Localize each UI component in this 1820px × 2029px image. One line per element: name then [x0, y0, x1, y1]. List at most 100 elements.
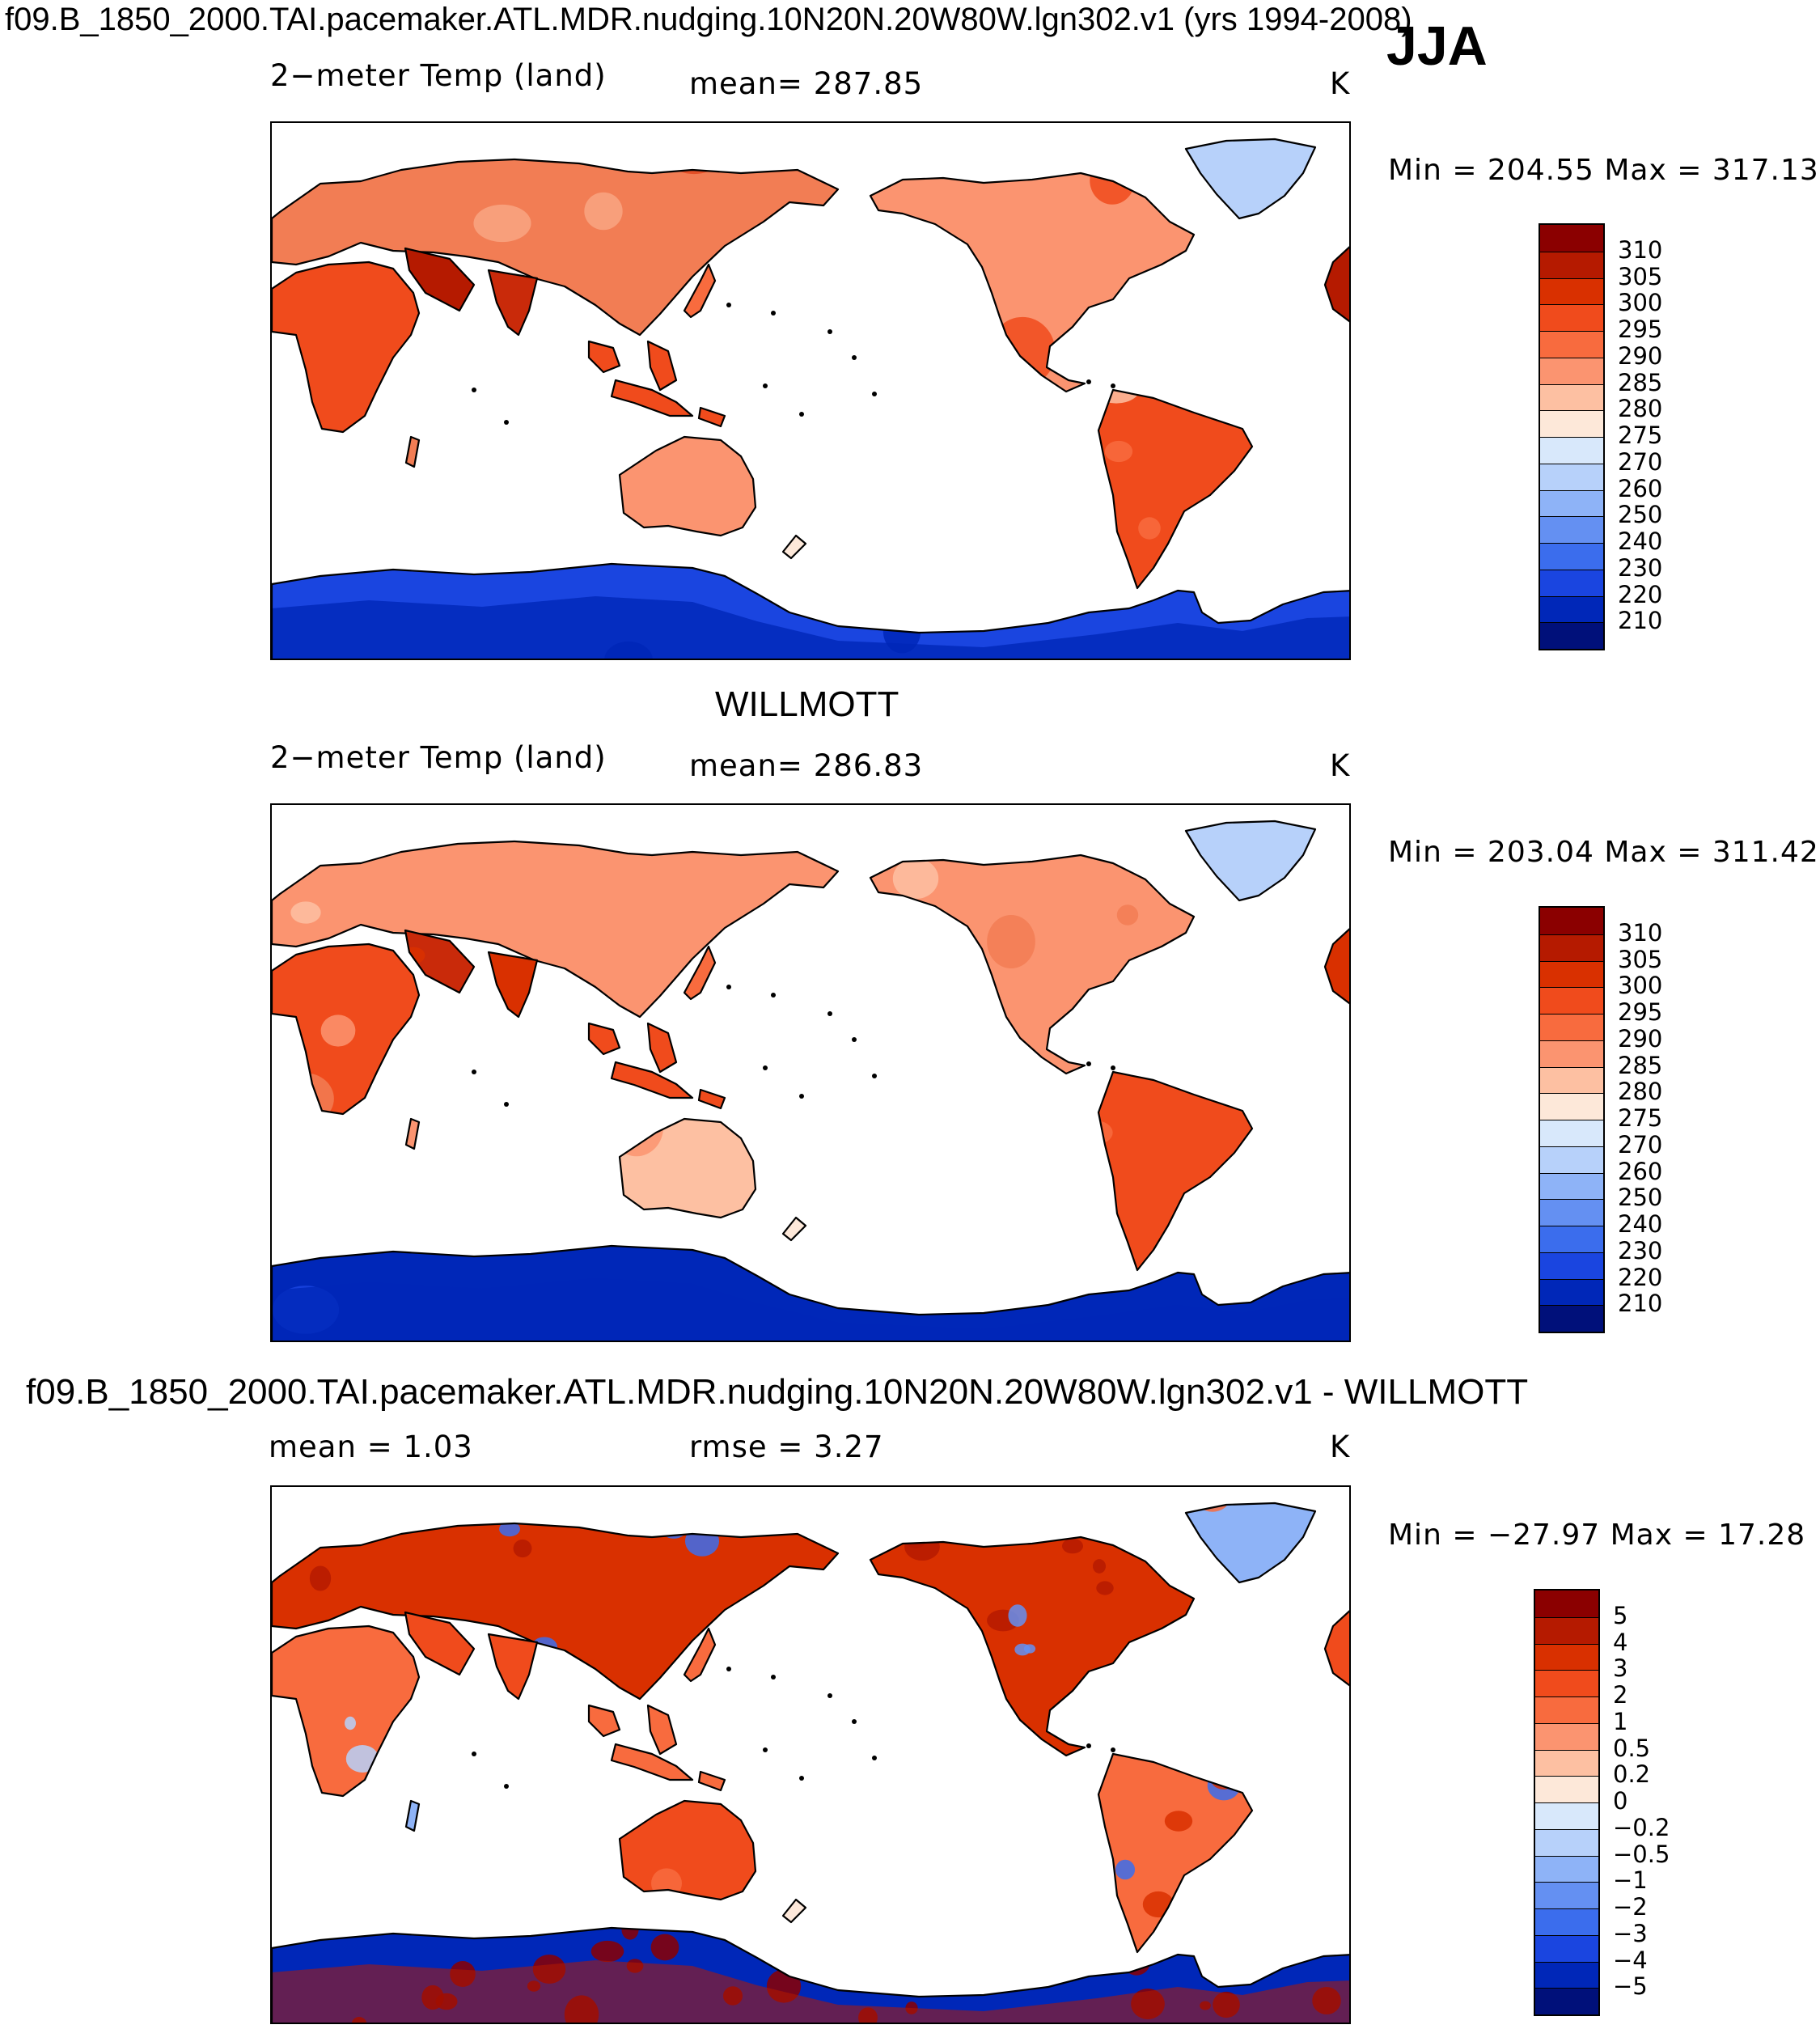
island-marker	[472, 1752, 476, 1756]
colorbar-tick-label: 285	[1618, 1051, 1663, 1079]
island-marker	[1111, 1065, 1115, 1070]
world-map	[272, 1502, 1349, 2023]
colorbar-segment	[1540, 987, 1603, 1014]
island-marker	[504, 1784, 509, 1789]
island-marker	[1086, 1061, 1091, 1066]
colorbar-segment	[1540, 934, 1603, 961]
panel2-colorbar	[1539, 906, 1605, 1333]
seasia-coastline	[587, 340, 726, 428]
eurasia-coastline	[272, 1522, 840, 1701]
colorbar-segment	[1540, 1146, 1603, 1173]
africa-coastline	[272, 261, 421, 434]
island-marker	[726, 303, 731, 307]
colorbar-tick-label: 240	[1618, 527, 1663, 555]
colorbar-segment	[1535, 1722, 1598, 1750]
obs-title: WILLMOTT	[715, 684, 899, 724]
colorbar-tick-label: 280	[1618, 395, 1663, 423]
japan-coastline	[683, 263, 717, 319]
colorbar-segment	[1535, 1934, 1598, 1962]
panel2-units-label: K	[1330, 748, 1351, 783]
island-marker	[872, 392, 877, 396]
colorbar-segment	[1540, 908, 1603, 934]
antarctica-coastline	[272, 1926, 1349, 2023]
colorbar-segment	[1540, 277, 1603, 305]
colorbar-segment	[1540, 1014, 1603, 1040]
colorbar-tick-label: 3	[1613, 1654, 1628, 1683]
colorbar-tick-label: 260	[1618, 474, 1663, 502]
island-marker	[771, 1675, 776, 1680]
panel3-rmse-label: rmse = 3.27	[689, 1430, 884, 1464]
colorbar-segment	[1535, 1776, 1598, 1802]
southamerica-coastline	[1097, 388, 1254, 590]
island-marker	[799, 412, 804, 417]
colorbar-segment	[1540, 1199, 1603, 1226]
panel1-variable-label: 2−meter Temp (land)	[270, 58, 607, 93]
island-marker	[472, 1070, 476, 1074]
island-marker	[726, 1667, 731, 1671]
island-marker	[1086, 1743, 1091, 1748]
island-marker	[771, 993, 776, 998]
westafrica_right-coastline	[1323, 246, 1349, 323]
panel1-colorbar	[1539, 223, 1605, 650]
australia-coastline	[618, 1799, 757, 1901]
india-coastline	[487, 269, 539, 337]
colorbar-tick-label: 1	[1613, 1707, 1628, 1735]
eurasia-coastline	[272, 840, 840, 1019]
world-map	[272, 138, 1349, 659]
westafrica_right-coastline	[1323, 928, 1349, 1005]
colorbar-segment	[1535, 1988, 1598, 2014]
panel2-map	[270, 803, 1351, 1342]
island-marker	[827, 329, 832, 334]
colorbar-tick-label: 295	[1618, 316, 1663, 343]
colorbar-tick-label: −2	[1613, 1893, 1648, 1921]
island-marker	[763, 383, 768, 388]
panel1-mean-label: mean= 287.85	[689, 66, 924, 101]
australia-coastline	[618, 1117, 757, 1219]
colorbar-segment	[1540, 1305, 1603, 1332]
colorbar-tick-label: 0	[1613, 1787, 1628, 1815]
colorbar-tick-label: 240	[1618, 1210, 1663, 1238]
arabia-coastline	[404, 1611, 476, 1676]
island-marker	[763, 1747, 768, 1752]
colorbar-segment	[1540, 622, 1603, 649]
colorbar-tick-label: 260	[1618, 1157, 1663, 1185]
island-marker	[852, 1719, 857, 1724]
panel3-colorbar	[1534, 1589, 1600, 2016]
madagascar-coastline	[404, 435, 421, 468]
colorbar-tick-label: −4	[1613, 1946, 1648, 1974]
africa-coastline	[272, 1624, 421, 1798]
nz-coastline	[781, 534, 807, 560]
colorbar-tick-label: 270	[1618, 447, 1663, 476]
island-marker	[1111, 383, 1115, 388]
colorbar-segment	[1535, 1855, 1598, 1883]
colorbar-segment	[1540, 357, 1603, 384]
panel2-variable-label: 2−meter Temp (land)	[270, 740, 607, 775]
colorbar-tick-label: 300	[1618, 289, 1663, 317]
colorbar-segment	[1535, 1961, 1598, 1989]
colorbar-segment	[1540, 1120, 1603, 1146]
greenland-coastline	[1184, 1502, 1317, 1584]
eurasia-coastline	[272, 158, 840, 337]
colorbar-tick-label: 290	[1618, 341, 1663, 370]
colorbar-segment	[1540, 960, 1603, 988]
colorbar-tick-label: 275	[1618, 1104, 1663, 1132]
colorbar-segment	[1535, 1616, 1598, 1644]
colorbar-segment	[1535, 1696, 1598, 1723]
colorbar-tick-label: 270	[1618, 1130, 1663, 1159]
island-marker	[827, 1693, 832, 1698]
colorbar-tick-label: 310	[1618, 918, 1663, 947]
japan-coastline	[683, 945, 717, 1001]
colorbar-tick-label: −3	[1613, 1919, 1648, 1947]
world-map	[272, 820, 1349, 1341]
colorbar-segment	[1540, 225, 1603, 252]
colorbar-tick-label: 275	[1618, 421, 1663, 449]
southamerica-coastline	[1097, 1752, 1254, 1954]
colorbar-segment	[1535, 1643, 1598, 1671]
island-marker	[872, 1756, 877, 1760]
colorbar-tick-label: 310	[1618, 235, 1663, 264]
seasia-coastline	[587, 1704, 726, 1792]
colorbar-tick-label: −5	[1613, 1972, 1648, 2001]
colorbar-segment	[1540, 331, 1603, 358]
colorbar-tick-label: 210	[1618, 1290, 1663, 1318]
island-marker	[827, 1011, 832, 1016]
